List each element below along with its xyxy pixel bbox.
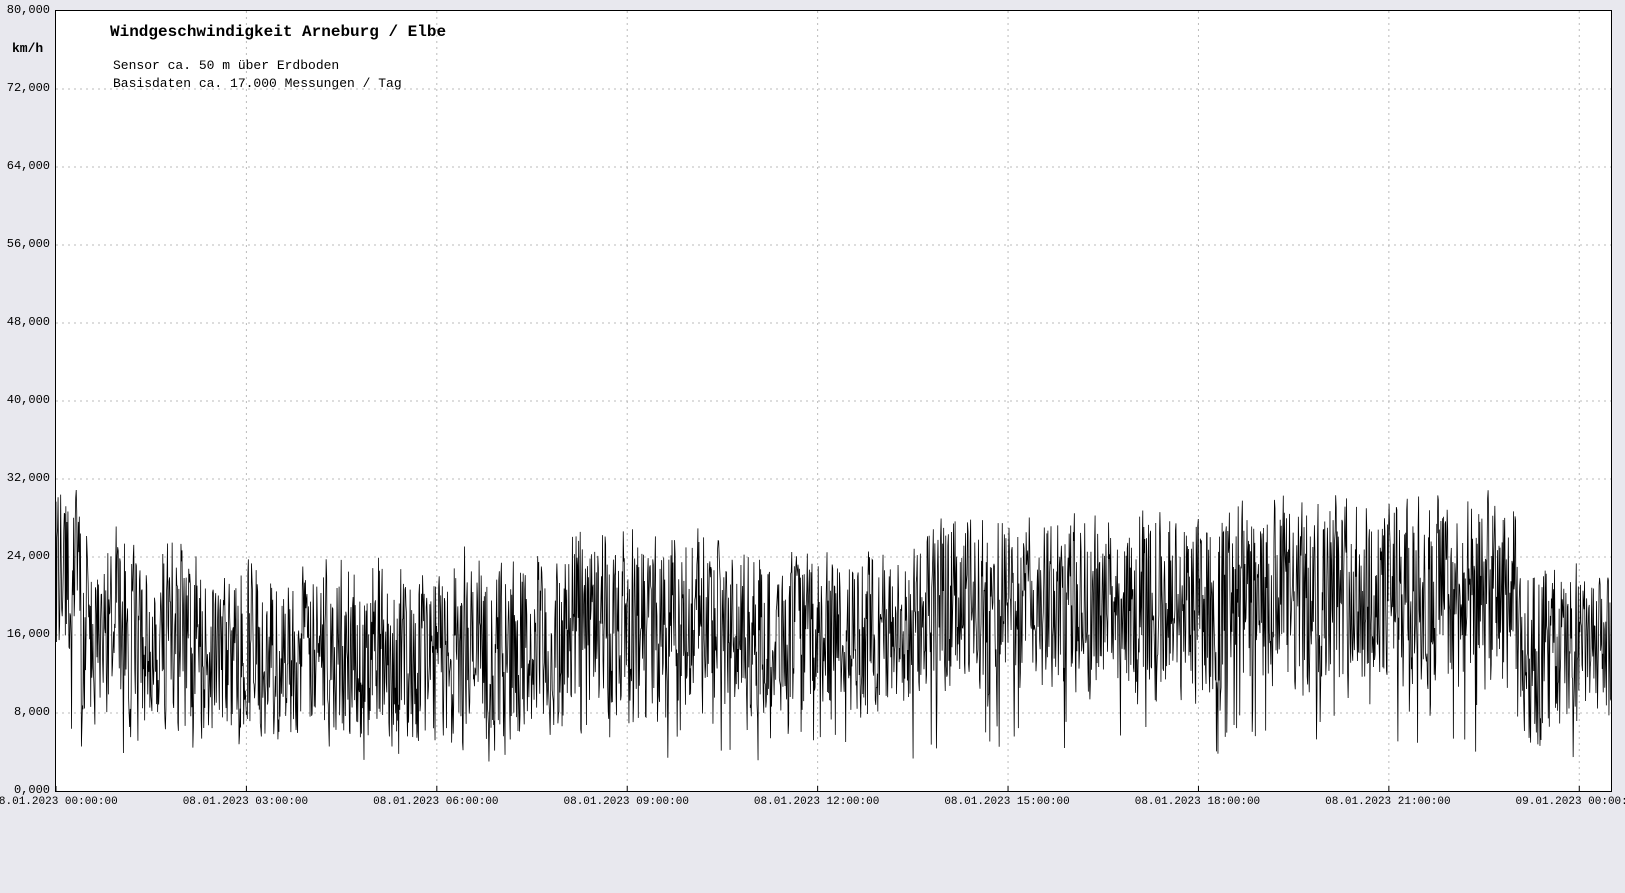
plot-area: [55, 10, 1612, 792]
chart-container: km/h Windgeschwindigkeit Arneburg / Elbe…: [0, 0, 1625, 893]
x-tick-label: 08.01.2023 06:00:00: [373, 796, 498, 808]
x-tick-label: 08.01.2023 15:00:00: [944, 796, 1069, 808]
y-tick-label: 32,000: [7, 471, 50, 485]
chart-title: Windgeschwindigkeit Arneburg / Elbe: [110, 23, 446, 41]
y-tick-label: 16,000: [7, 627, 50, 641]
plot-svg: [56, 11, 1611, 791]
y-tick-label: 8,000: [14, 705, 50, 719]
y-tick-label: 0,000: [14, 783, 50, 797]
y-tick-label: 72,000: [7, 81, 50, 95]
x-tick-label: 09.01.2023 00:00:00: [1516, 796, 1625, 808]
y-tick-label: 56,000: [7, 237, 50, 251]
y-tick-label: 48,000: [7, 315, 50, 329]
y-tick-label: 40,000: [7, 393, 50, 407]
x-tick-label: 08.01.2023 12:00:00: [754, 796, 879, 808]
chart-subtitle-1: Sensor ca. 50 m über Erdboden: [113, 58, 339, 73]
wind-series-line: [56, 490, 1611, 761]
y-axis-unit-label: km/h: [12, 41, 43, 56]
x-tick-label: 08.01.2023 21:00:00: [1325, 796, 1450, 808]
y-tick-label: 80,000: [7, 3, 50, 17]
x-tick-label: 08.01.2023 03:00:00: [183, 796, 308, 808]
y-tick-label: 24,000: [7, 549, 50, 563]
x-tick-label: 08.01.2023 09:00:00: [564, 796, 689, 808]
y-tick-label: 64,000: [7, 159, 50, 173]
x-tick-label: 08.01.2023 18:00:00: [1135, 796, 1260, 808]
chart-subtitle-2: Basisdaten ca. 17.000 Messungen / Tag: [113, 76, 402, 91]
x-tick-label: 08.01.2023 00:00:00: [0, 796, 118, 808]
